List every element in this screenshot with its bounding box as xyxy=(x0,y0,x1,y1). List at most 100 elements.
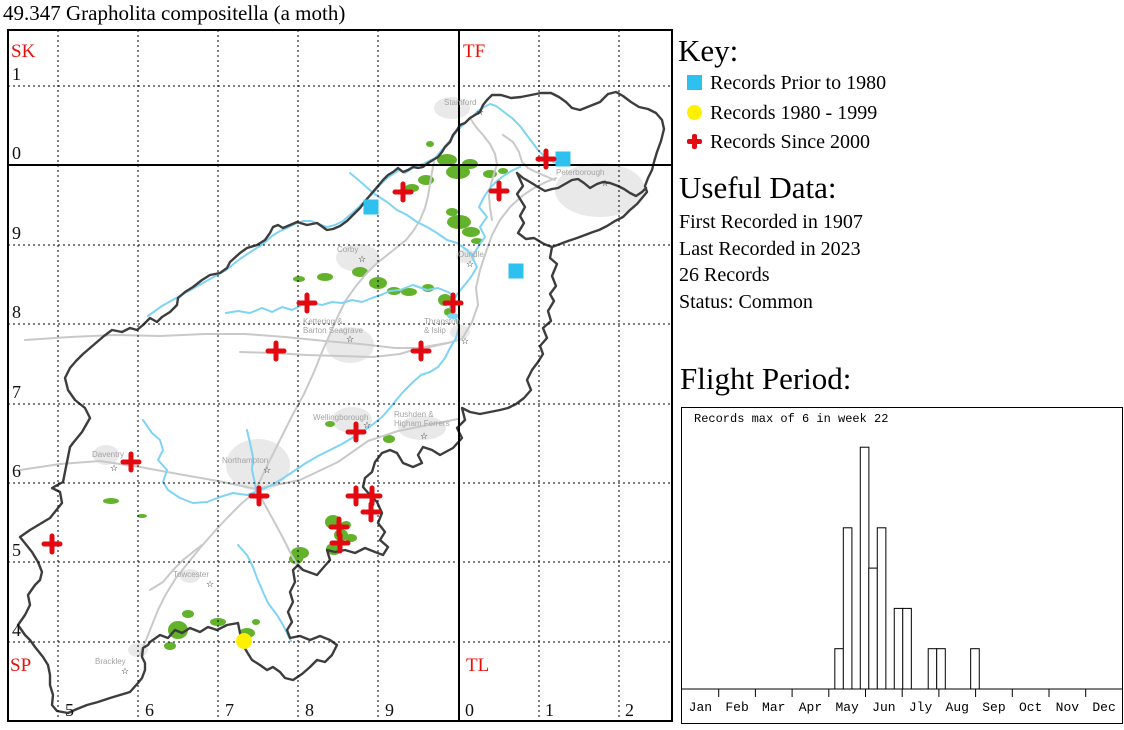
flight-week-bar xyxy=(834,648,844,690)
grid-row-label: 1 xyxy=(12,64,21,84)
grid-row-label: 9 xyxy=(12,223,21,243)
record-since-2000-cross xyxy=(361,485,383,507)
status: Status: Common xyxy=(679,291,813,313)
record-since-2000-cross xyxy=(392,181,414,203)
record-since-2000-cross xyxy=(41,533,63,555)
record-since-2000-cross xyxy=(345,421,367,443)
month-label: Dec xyxy=(1092,700,1115,715)
key-item-label: Records Since 2000 xyxy=(710,131,870,153)
red-cross-icon xyxy=(687,134,702,149)
flight-week-bar xyxy=(970,648,980,690)
chart-layer: Jan Feb Mar Apr May Jun Jly Aug Sep Oct Nov Dec xyxy=(689,446,1116,715)
key-item-1980-1999: Records 1980 - 1999 xyxy=(687,102,877,126)
grid-col-label: 1 xyxy=(545,700,554,720)
town-label: Daventry xyxy=(92,450,124,459)
town-label: & Islip xyxy=(424,326,446,335)
town-star-icon: ☆ xyxy=(601,179,609,189)
town-label: Stamford xyxy=(444,98,476,107)
town-star-icon: ☆ xyxy=(206,580,214,590)
record-prior-1980-square xyxy=(555,151,571,167)
record-since-2000-cross xyxy=(265,340,287,362)
grid-letter-SP: SP xyxy=(10,655,31,676)
record-since-2000-cross xyxy=(410,340,432,362)
town-star-icon: ☆ xyxy=(121,667,129,677)
key-item-since-2000: Records Since 2000 xyxy=(687,131,870,155)
town-star-icon: ☆ xyxy=(466,260,474,270)
grid-row-label: 7 xyxy=(12,382,21,402)
record-count: 26 Records xyxy=(679,264,770,286)
town-star-icon: ☆ xyxy=(346,335,354,345)
key-item-prior-1980: Records Prior to 1980 xyxy=(687,72,886,96)
grid-col-label: 9 xyxy=(385,700,394,720)
month-label: Apr xyxy=(799,700,822,715)
key-item-label: Records Prior to 1980 xyxy=(710,72,887,94)
record-1980-1999-circle xyxy=(236,633,252,649)
flight-week-bar xyxy=(902,607,912,690)
month-label: Jly xyxy=(909,700,933,715)
town-label: Higham Ferrers xyxy=(394,419,450,428)
town-label: Brackley xyxy=(95,657,126,666)
town-label: Corby xyxy=(337,245,358,254)
flight-week-bar xyxy=(868,567,878,690)
record-since-2000-cross xyxy=(120,451,142,473)
town-label: Thrapston xyxy=(424,317,460,326)
chart-frame xyxy=(681,407,1123,724)
record-since-2000-cross xyxy=(296,292,318,314)
yellow-circle-icon xyxy=(687,105,702,120)
last-recorded: Last Recorded in 2023 xyxy=(679,238,861,260)
town-label: Wellingborough xyxy=(313,413,368,422)
town-star-icon: ☆ xyxy=(461,337,469,347)
record-since-2000-cross xyxy=(248,485,270,507)
flight-week-bar xyxy=(927,648,938,690)
record-since-2000-cross xyxy=(442,292,464,314)
town-label: Peterborough xyxy=(556,168,604,177)
town-star-icon: ☆ xyxy=(420,432,428,442)
month-label: Jun xyxy=(872,700,895,715)
record-since-2000-cross xyxy=(360,501,382,523)
flight-period-heading: Flight Period: xyxy=(680,361,852,396)
town-label: Kettering & xyxy=(303,317,343,326)
grid-row-label: 4 xyxy=(12,620,21,640)
grid-row-label: 5 xyxy=(12,540,21,560)
town-star-icon: ☆ xyxy=(363,421,371,431)
grid-col-label: 0 xyxy=(465,700,474,720)
flight-week-bar xyxy=(859,446,870,690)
grid-col-label: 2 xyxy=(625,700,634,720)
blue-square-icon xyxy=(687,75,702,90)
page-title: 49.347 Grapholita compositella (a moth) xyxy=(3,1,346,25)
flight-week-bar xyxy=(936,648,946,690)
month-label: Feb xyxy=(725,700,748,715)
record-since-2000-cross xyxy=(535,148,557,170)
record-since-2000-cross xyxy=(345,485,367,507)
grid-row-label: 6 xyxy=(12,461,21,481)
record-prior-1980-square xyxy=(508,263,524,279)
grid-letter-TL: TL xyxy=(466,655,489,676)
record-since-2000-cross xyxy=(328,516,350,538)
map-frame xyxy=(7,29,673,722)
flight-week-bar xyxy=(876,527,887,690)
chart-note: Records max of 6 in week 22 xyxy=(694,412,888,426)
month-label: Jan xyxy=(689,700,712,715)
record-since-2000-cross xyxy=(329,532,351,554)
grid-letter-TF: TF xyxy=(463,41,485,62)
flight-week-bar xyxy=(893,607,904,690)
flight-week-bar xyxy=(842,527,853,690)
town-label: Towcester xyxy=(173,570,209,579)
town-label: Barton Seagrave xyxy=(303,326,364,335)
grid-col-label: 7 xyxy=(225,700,234,720)
useful-data-heading: Useful Data: xyxy=(679,170,837,205)
town-star-icon: ☆ xyxy=(263,466,271,476)
town-star-icon: ☆ xyxy=(110,464,118,474)
towns-layer: Stamford☆Peterborough☆Corby☆Oundle☆Kette… xyxy=(92,98,609,677)
grid-col-label: 6 xyxy=(145,700,154,720)
month-label: Sep xyxy=(982,700,1005,715)
grid-col-label: 8 xyxy=(305,700,314,720)
month-label: May xyxy=(835,700,859,715)
records-layer xyxy=(41,148,571,649)
record-prior-1980-square xyxy=(363,199,379,215)
town-star-icon: ☆ xyxy=(358,255,366,265)
key-heading: Key: xyxy=(678,33,739,68)
